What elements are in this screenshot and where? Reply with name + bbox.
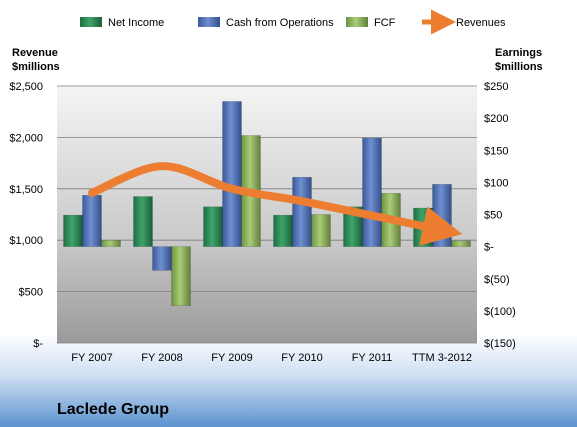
right-tick-label: $(150): [484, 338, 516, 350]
bar-cash-from-operations-fy-2011: [362, 137, 382, 247]
legend: Net Income Cash from Operations FCF Revenue…: [80, 9, 506, 35]
left-tick-label: $2,500: [9, 81, 43, 93]
left-tick-label: $1,000: [9, 235, 43, 247]
right-tick-label: $(100): [484, 306, 516, 318]
bar-cash-from-operations-fy-2008: [152, 246, 172, 271]
left-tick-label: $500: [19, 287, 43, 299]
right-tick-label: $(50): [484, 274, 510, 286]
legend-swatch-fcf: [346, 17, 368, 27]
right-tick-label: $250: [484, 81, 508, 93]
bar-fcf-ttm-3-2012: [451, 240, 471, 247]
bar-net-income-fy-2010: [273, 214, 293, 247]
x-tick-label: FY 2007: [71, 352, 112, 364]
legend-swatch-net-income: [80, 17, 102, 27]
left-axis-label-line2: $millions: [12, 61, 60, 73]
bar-net-income-fy-2007: [63, 214, 83, 247]
bar-cash-from-operations-fy-2009: [222, 101, 242, 247]
legend-label-net-income: Net Income: [108, 17, 164, 29]
bar-series-group: [63, 101, 471, 306]
revenue-line-group: [88, 162, 463, 246]
legend-label-cash-from-operations: Cash from Operations: [226, 17, 334, 29]
gridlines: [57, 85, 477, 344]
bar-cash-from-operations-fy-2010: [292, 176, 312, 247]
legend-label-fcf: FCF: [374, 17, 396, 29]
right-axis-label-line2: $millions: [495, 61, 543, 73]
series-line-revenues: [88, 162, 463, 246]
bar-fcf-fy-2010: [311, 214, 331, 247]
bar-net-income-fy-2008: [133, 196, 153, 247]
bar-fcf-fy-2008: [171, 246, 191, 306]
x-tick-label: TTM 3-2012: [412, 352, 472, 364]
company-title: Laclede Group: [57, 401, 169, 418]
bar-fcf-fy-2007: [101, 239, 121, 247]
plot-area: [57, 86, 477, 343]
right-axis-ticks: $(150) $(100) $(50) $- $50 $100 $150 $200 $250: [484, 81, 516, 350]
x-axis-ticks: FY 2007 FY 2008 FY 2009 FY 2010 FY 2011 TTM 3…: [71, 352, 472, 364]
bar-cash-from-operations-ttm-3-2012: [432, 184, 452, 247]
legend-label-revenues: Revenues: [456, 17, 506, 29]
x-tick-label: FY 2010: [281, 352, 322, 364]
right-tick-label: $200: [484, 113, 508, 125]
left-axis-ticks: $- $500 $1,000 $1,500 $2,000 $2,500: [9, 81, 43, 350]
bar-cash-from-operations-fy-2007: [82, 194, 102, 247]
left-tick-label: $2,000: [9, 132, 43, 144]
left-tick-label: $1,500: [9, 184, 43, 196]
right-axis-label-line1: Earnings: [495, 47, 542, 59]
right-tick-label: $-: [484, 242, 494, 254]
x-tick-label: FY 2011: [352, 352, 393, 364]
right-tick-label: $150: [484, 145, 508, 157]
legend-swatch-cash-from-operations: [198, 17, 220, 27]
left-tick-label: $-: [33, 338, 43, 350]
x-tick-label: FY 2008: [141, 352, 182, 364]
right-tick-label: $100: [484, 177, 508, 189]
bar-net-income-fy-2009: [203, 206, 223, 247]
right-tick-label: $50: [484, 210, 502, 222]
x-tick-label: FY 2009: [211, 352, 252, 364]
left-axis-label-line1: Revenue: [12, 47, 58, 59]
